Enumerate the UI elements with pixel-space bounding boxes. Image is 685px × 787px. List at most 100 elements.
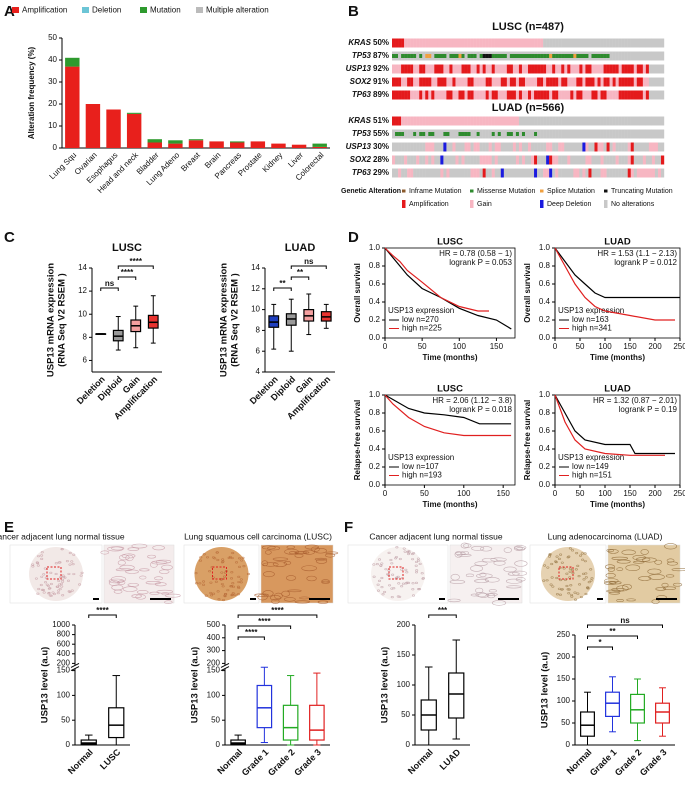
tissue-texture (559, 553, 563, 556)
oncoprint-cell (591, 90, 595, 100)
oncoprint-cell (476, 90, 480, 100)
oncoprint-cell (398, 168, 402, 178)
tissue-texture (156, 589, 174, 594)
oncoprint-cell (491, 90, 495, 100)
oncoprint-cell (537, 58, 541, 61)
oncoprint-cell (585, 155, 589, 165)
tissue-texture (376, 589, 380, 592)
tissue-texture (455, 551, 466, 556)
oncoprint-cell (467, 136, 471, 139)
oncoprint-cell (645, 38, 650, 48)
oncoprint-cell (576, 90, 580, 100)
oncoprint-cell (540, 77, 544, 87)
y-tick-label: 0.4 (369, 444, 381, 453)
oncoprint-cell (564, 90, 568, 100)
oncoprint-cell (428, 54, 432, 58)
oncoprint-cell (503, 116, 508, 126)
tissue-texture (559, 578, 563, 582)
oncoprint-cell (485, 90, 489, 100)
tissue-texture (40, 551, 44, 554)
tissue-texture (380, 585, 384, 589)
oncoprint-cell (543, 142, 547, 152)
oncoprint-cell (494, 38, 498, 48)
oncoprint-cell (422, 129, 426, 132)
oncoprint-cell (543, 116, 547, 126)
oncoprint-cell (594, 142, 598, 152)
tissue-texture (194, 572, 198, 575)
oncoprint-cell (621, 77, 625, 87)
tissue-texture (221, 585, 225, 588)
oncoprint-cell (437, 38, 441, 48)
oncoprint-cell (443, 136, 447, 139)
oncoprint-cell (540, 51, 544, 54)
oncoprint-cell (585, 129, 589, 139)
oncoprint-cell (567, 142, 571, 152)
tissue-texture (575, 552, 579, 555)
oncoprint-cell (401, 51, 405, 54)
legend-label: low n=149 (572, 462, 609, 471)
tissue-texture (616, 559, 631, 564)
oncoprint-cell (503, 64, 508, 74)
oncoprint-cell (488, 77, 492, 87)
oncoprint-cell (606, 58, 610, 61)
tissue-texture (238, 565, 242, 568)
oncoprint-cell (591, 116, 595, 126)
oncoprint-cell (395, 64, 399, 74)
oncoprint-cell (446, 116, 450, 126)
oncoprint-cell (636, 51, 641, 61)
oncoprint-cell (413, 38, 417, 48)
oncoprint-cell (446, 136, 450, 139)
tissue-texture (554, 561, 558, 564)
oncoprint-cell (651, 90, 656, 100)
legend-title: USP13 expression (558, 306, 624, 315)
oncoprint-cell (588, 116, 592, 126)
x-tick-label: Grade 1 (240, 747, 271, 778)
tissue-texture (567, 588, 571, 591)
oncoprint-cell (443, 38, 447, 48)
oncoprint-cell (531, 142, 535, 152)
oncoprint-cell (564, 168, 568, 178)
oncoprint-cell (603, 58, 607, 61)
tissue-texture (582, 572, 586, 575)
oncoprint-cell (630, 77, 634, 87)
tissue-texture (216, 558, 220, 562)
oncoprint-cell (609, 155, 613, 165)
oncoprint-cell (549, 116, 553, 126)
tissue-texture (58, 587, 62, 591)
oncoprint-cell (546, 116, 550, 126)
oncoprint-cell (537, 168, 541, 178)
oncoprint-cell (413, 116, 417, 126)
oncoprint-cell (494, 51, 498, 54)
oncoprint-cell (452, 116, 456, 126)
oncoprint-cell (410, 155, 414, 165)
oncoprint-cell (401, 132, 405, 136)
oncoprint-cell (425, 90, 429, 100)
oncoprint-cell (419, 64, 423, 74)
box (80, 739, 97, 745)
tissue-texture (209, 591, 213, 595)
tissue-texture (475, 587, 484, 594)
oncoprint-cell (521, 136, 526, 139)
oncoprint-cell (404, 77, 408, 87)
y-tick-label: 0 (566, 740, 571, 749)
oncoprint-cell (416, 129, 420, 139)
oncoprint-cell (437, 51, 441, 54)
y-tick-label: 12 (78, 286, 87, 295)
tissue-texture (663, 586, 677, 590)
oncoprint-cell (528, 129, 532, 139)
oncoprint-cell (458, 38, 462, 48)
tissue-texture (397, 582, 401, 585)
tissue-texture (418, 588, 422, 591)
oncoprint-cell (597, 54, 601, 58)
tissue-texture (70, 589, 74, 592)
tissue-texture (67, 590, 71, 593)
tissue-texture (410, 552, 414, 556)
legend-swatch (196, 7, 203, 13)
oncoprint-cell (576, 129, 580, 139)
oncoprint-cell (651, 64, 656, 74)
oncoprint-cell (606, 90, 610, 100)
tissue-texture (161, 564, 173, 571)
oncoprint-cell (461, 132, 465, 136)
oncoprint-cell (660, 116, 665, 126)
oncoprint-cell (642, 38, 647, 48)
